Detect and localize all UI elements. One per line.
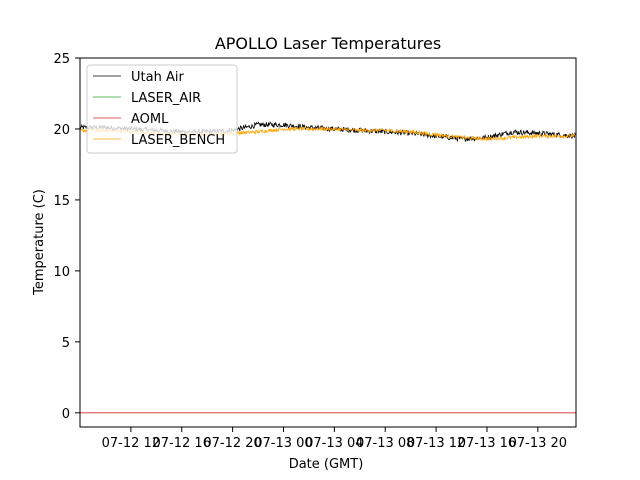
x-tick-label: 07-12 20 bbox=[203, 436, 261, 451]
legend-entry-label: LASER_BENCH bbox=[131, 133, 225, 148]
x-axis-label: Date (GMT) bbox=[289, 457, 364, 472]
x-tick-label: 07-13 08 bbox=[356, 436, 414, 451]
y-axis-label: Temperature (C) bbox=[32, 189, 47, 296]
legend-entry-label: Utah Air bbox=[131, 70, 184, 85]
legend: Utah Air LASER_AIR AOML LASER_BENCH bbox=[86, 64, 238, 154]
y-tick-label: 10 bbox=[53, 265, 70, 280]
y-tick-label: 5 bbox=[62, 336, 70, 351]
x-tick-label: 07-12 16 bbox=[153, 436, 211, 451]
x-tick-label: 07-13 16 bbox=[458, 436, 516, 451]
y-tick-label: 25 bbox=[53, 52, 70, 67]
legend-entry-label: LASER_AIR bbox=[131, 91, 201, 106]
plot-frame bbox=[79, 57, 577, 428]
x-tick-label: 07-12 12 bbox=[102, 436, 160, 451]
x-tick-label: 07-13 12 bbox=[407, 436, 465, 451]
chart-title: APOLLO Laser Temperatures bbox=[215, 34, 441, 53]
x-tick-label: 07-13 20 bbox=[509, 436, 567, 451]
y-tick-label: 0 bbox=[62, 407, 70, 422]
legend-box bbox=[86, 64, 238, 154]
x-tick-label: 07-13 00 bbox=[254, 436, 312, 451]
x-tick-label: 07-13 04 bbox=[305, 436, 363, 451]
legend-entry-label: AOML bbox=[131, 112, 169, 127]
y-tick-label: 20 bbox=[53, 123, 70, 138]
y-tick-label: 15 bbox=[53, 194, 70, 209]
